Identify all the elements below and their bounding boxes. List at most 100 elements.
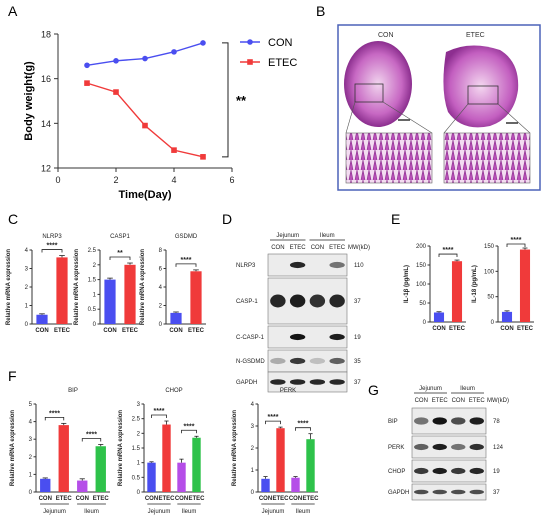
significance-bracket: [222, 42, 229, 158]
legend-label-etec: ETEC: [268, 57, 297, 69]
x-tick-label: CON: [259, 496, 272, 502]
group-label: Ileum: [182, 509, 197, 515]
x-tick-label: ETEC: [272, 496, 289, 502]
y-tick-label: 0: [491, 320, 495, 326]
chart-title: CHOP: [165, 388, 182, 394]
x-tick-label: CON: [145, 496, 158, 502]
x-tick-label: ETEC: [188, 496, 205, 502]
nlrp3-bar-chart: 0 1 2 3 4 Relative mRNA expression NLRP3 CON ETE…: [6, 234, 72, 334]
x-tick-label: CON: [35, 328, 48, 334]
panel-letter-d: D: [222, 211, 232, 227]
data-point-con: [171, 49, 177, 55]
series-line-con: [86, 42, 204, 66]
x-tick-label: ETEC: [302, 496, 319, 502]
x-tick-label: ETEC: [517, 326, 534, 332]
group-label: Jejunum: [148, 509, 171, 515]
y-tick-label: 3: [137, 402, 141, 408]
blot-row-label: N-GSDMD: [236, 359, 265, 365]
blot-band: [414, 489, 429, 495]
y-tick-label: 3: [29, 437, 33, 443]
body-weight-line-chart: 12 14 16 18 0 2 4 6 Time(Day) Body weight(g) CON ET…: [23, 30, 297, 202]
blot-mw-label: 35: [354, 359, 361, 365]
blot-row-label: CASP-1: [236, 299, 258, 305]
y-axis-label: Relative mRNA expression: [10, 410, 16, 486]
histology-etec-zoom-box: [467, 85, 499, 105]
significance-label: ****: [154, 408, 165, 415]
blot-row-label: GAPDH: [236, 380, 257, 386]
blot-band: [289, 294, 306, 308]
blot-band: [270, 357, 286, 365]
bar-etec: [519, 249, 531, 322]
blot-mw-label: 78: [493, 419, 500, 425]
blot-mw-label: 37: [354, 380, 361, 386]
y-axis-label: Relative mRNA expression: [140, 249, 146, 325]
histology-label-con: CON: [378, 32, 394, 39]
y-tick-label: 1: [137, 461, 141, 467]
x-tick-label: 6: [229, 175, 234, 185]
significance-bracket: [506, 243, 526, 247]
bar-con: [104, 279, 116, 324]
data-point-con: [142, 55, 148, 62]
y-axis-label: Relative mRNA expression: [6, 249, 12, 325]
significance-label: **: [236, 93, 247, 108]
blot-band: [469, 467, 484, 475]
series-line-etec: [86, 82, 204, 158]
zoom-line-etec-right: [497, 103, 531, 134]
histology-etec-section: [443, 45, 519, 128]
blot-band: [451, 467, 466, 475]
y-tick-label: 12: [41, 164, 51, 174]
y-tick-label: 6: [159, 267, 163, 273]
blot-lane-label: ETEC: [469, 398, 486, 404]
x-tick-label: ETEC: [158, 496, 175, 502]
y-tick-label: 2.5: [132, 417, 141, 423]
blot-row-label: BIP: [388, 419, 398, 425]
histology-etec-zoom: [443, 132, 531, 184]
x-tick-label: CON: [103, 328, 116, 334]
significance-label: ****: [268, 414, 279, 421]
y-tick-label: 4: [29, 420, 33, 426]
blot-band: [289, 333, 306, 341]
y-tick-label: 3: [251, 424, 255, 430]
blot-band: [451, 443, 466, 451]
y-tick-label: 1: [251, 468, 255, 474]
blot-strip-gapdh: [267, 371, 348, 393]
chart-title: GSDMD: [175, 234, 198, 240]
blot-band: [432, 467, 447, 475]
y-tick-label: 200: [416, 244, 427, 250]
blot-mw-label: 37: [354, 299, 361, 305]
y-tick-label: 1.5: [88, 278, 97, 284]
y-tick-label: 18: [41, 30, 51, 40]
x-axis-label: Time(Day): [119, 189, 172, 201]
y-tick-label: 2.5: [88, 248, 97, 254]
significance-bracket: [81, 438, 102, 442]
bar-con: [177, 462, 186, 492]
significance-label: ****: [86, 431, 97, 438]
data-point-etec: [200, 154, 206, 160]
blot-lane-label: CON: [452, 398, 465, 404]
data-point-etec: [142, 122, 148, 129]
data-point-etec: [171, 147, 177, 153]
zoom-line-etec-left: [443, 103, 469, 134]
significance-bracket: [438, 253, 458, 258]
y-tick-label: 100: [416, 282, 427, 288]
significance-label: ****: [181, 257, 192, 264]
blot-row-label: CHOP: [388, 469, 405, 475]
x-tick-label: 4: [171, 175, 176, 185]
bar-etec: [276, 428, 285, 492]
panel-letter-e: E: [391, 211, 400, 227]
legend-label-con: CON: [268, 37, 293, 49]
y-tick-label: 150: [416, 263, 427, 269]
y-tick-label: 0: [93, 322, 97, 328]
blot-band: [329, 261, 345, 269]
y-tick-label: 4: [25, 248, 29, 254]
significance-label: ****: [49, 410, 60, 417]
chart-title: BIP: [68, 388, 78, 394]
y-tick-label: 0.5: [132, 475, 141, 481]
bar-con: [147, 462, 156, 492]
legend-marker-con: [247, 39, 253, 45]
y-tick-label: 14: [41, 119, 51, 129]
x-tick-label: ETEC: [122, 328, 139, 334]
y-tick-label: 0: [159, 322, 163, 328]
